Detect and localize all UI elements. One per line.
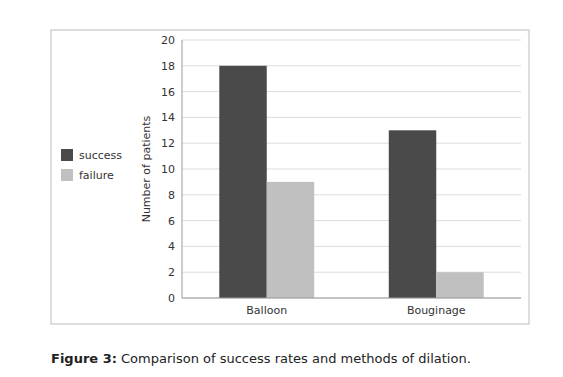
bar xyxy=(219,66,266,298)
legend: success failure xyxy=(61,149,122,182)
chart-container: 0 2 4 6 8 10 12 14 16 18 20 Balloon Bouginage Number … xyxy=(0,0,563,377)
y-tick-label: 6 xyxy=(168,215,175,228)
y-tick-label: 2 xyxy=(168,266,175,279)
legend-label: failure xyxy=(79,169,114,182)
chart-svg: 0 2 4 6 8 10 12 14 16 18 20 Balloon Bouginage Number … xyxy=(0,0,563,377)
grid-line xyxy=(182,298,521,299)
legend-swatch xyxy=(61,149,73,161)
legend-swatch xyxy=(61,169,73,181)
bar xyxy=(267,182,314,298)
bars xyxy=(219,66,483,298)
bar xyxy=(436,272,483,298)
y-tick-label: 12 xyxy=(161,137,175,150)
y-axis-label: Number of patients xyxy=(140,115,153,222)
bar xyxy=(389,130,436,298)
caption-part: Comparison of success rates and methods … xyxy=(117,351,471,366)
y-tick-label: 18 xyxy=(161,60,175,73)
legend-label: success xyxy=(79,149,122,162)
y-tick-label: 8 xyxy=(168,189,175,202)
caption-part: Figure 3: xyxy=(51,351,117,366)
y-tick-label: 4 xyxy=(168,240,175,253)
y-tick-label: 20 xyxy=(161,34,175,47)
y-tick-label: 0 xyxy=(168,292,175,305)
y-tick-label: 10 xyxy=(161,163,175,176)
y-tick-label: 16 xyxy=(161,86,175,99)
grid xyxy=(182,40,521,298)
chart-frame xyxy=(51,30,529,324)
y-tick-label: 14 xyxy=(161,111,175,124)
x-tick-label: Balloon xyxy=(246,304,287,317)
x-tick-label: Bouginage xyxy=(407,304,466,317)
x-axis-line xyxy=(182,298,521,299)
caption: Figure 3: Comparison of success rates an… xyxy=(51,351,471,366)
y-axis-line xyxy=(182,40,183,298)
grid-line xyxy=(182,40,521,41)
